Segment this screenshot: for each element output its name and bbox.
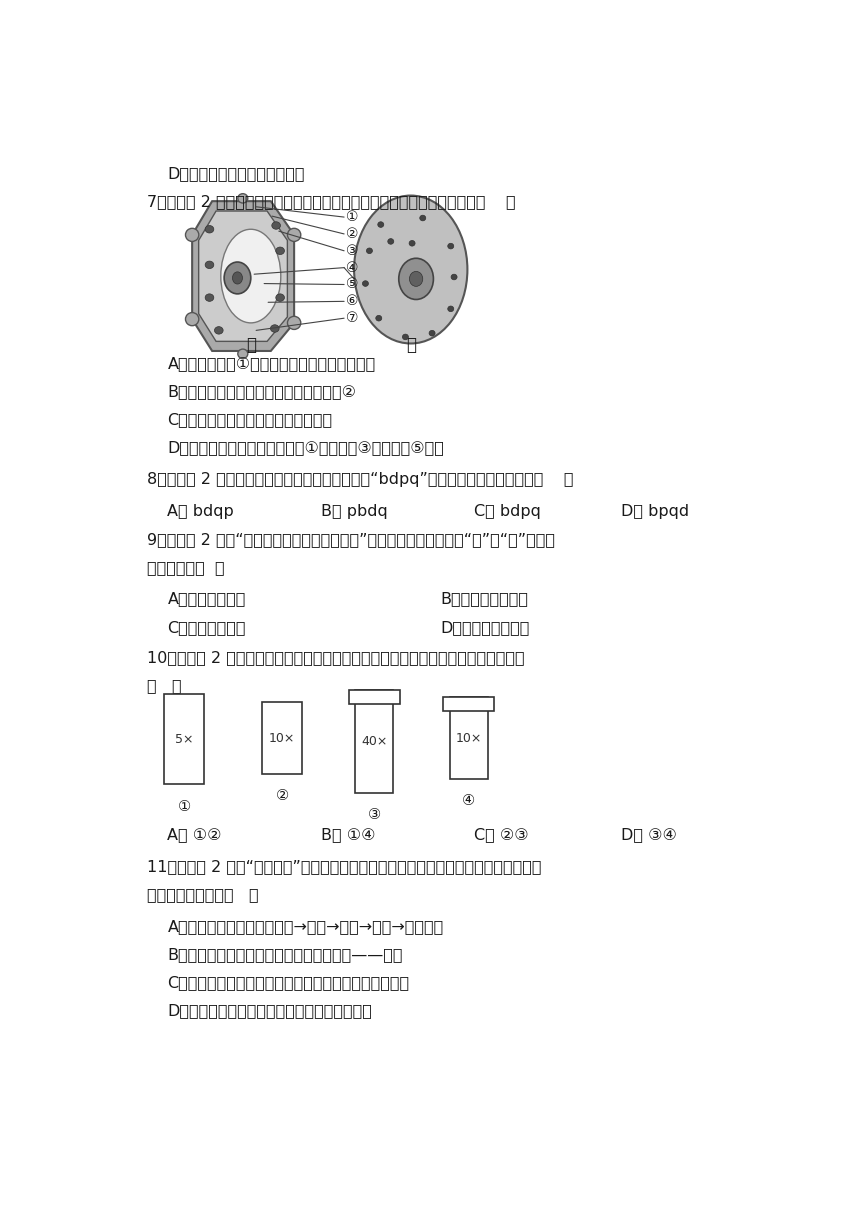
Ellipse shape [420,215,426,221]
Text: B．在光学显微镜下可以清楚的看到结构②: B．在光学显微镜下可以清楚的看到结构② [168,384,357,399]
Ellipse shape [206,294,214,302]
Text: A．梨树的结构层次是：细胞→组织→器官→系统→植物个体: A．梨树的结构层次是：细胞→组织→器官→系统→植物个体 [168,919,444,934]
Text: A． bdqp: A． bdqp [168,503,234,518]
Ellipse shape [452,274,457,280]
Ellipse shape [409,271,423,287]
Text: 10×: 10× [456,732,482,744]
Text: （   ）: （ ） [148,677,182,693]
Ellipse shape [238,349,248,359]
Ellipse shape [399,258,433,299]
Text: A．图甲中结构①的功能是保护和控制物质进出: A．图甲中结构①的功能是保护和控制物质进出 [168,355,376,371]
FancyBboxPatch shape [450,698,488,779]
Ellipse shape [354,196,468,343]
Ellipse shape [429,331,435,336]
Text: ②: ② [346,227,359,241]
Text: ④: ④ [346,260,359,275]
Text: 的叙述，正确的是（   ）: 的叙述，正确的是（ ） [148,888,259,902]
Text: D．人的四种组织是由卵细胞分裂、分化形成的: D．人的四种组织是由卵细胞分裂、分化形成的 [168,1003,372,1019]
FancyBboxPatch shape [444,698,494,711]
Ellipse shape [388,238,394,244]
Text: 5×: 5× [175,732,194,745]
Text: 细胞结构是（  ）: 细胞结构是（ ） [148,559,225,575]
Text: ④: ④ [462,793,476,807]
Text: 11．（本题 2 分）“孔融让梨”体现了中华民族的传统美德，下列关于人和梨树结构层次: 11．（本题 2 分）“孔融让梨”体现了中华民族的传统美德，下列关于人和梨树结构… [148,860,542,874]
Text: D．与乙相比，甲特有的结构是①细胞壁、③叶绻体、⑤液泡: D．与乙相比，甲特有的结构是①细胞壁、③叶绻体、⑤液泡 [168,440,445,455]
Text: A．叶绻体、液泡: A．叶绻体、液泡 [168,592,246,607]
Text: D．草原生态系统调节能力最强: D．草原生态系统调节能力最强 [168,167,305,181]
Ellipse shape [186,229,199,242]
FancyBboxPatch shape [164,693,204,784]
Ellipse shape [186,313,199,326]
Text: ③: ③ [346,243,359,258]
Ellipse shape [448,243,454,249]
Polygon shape [199,212,287,342]
Text: ①: ① [177,799,191,814]
Text: D． ③④: D． ③④ [621,828,677,843]
Text: D． bpqd: D． bpqd [621,503,689,518]
Ellipse shape [402,334,408,339]
Text: 甲: 甲 [246,336,255,354]
Ellipse shape [409,241,415,246]
Text: B． ①④: B． ①④ [321,828,375,843]
Text: C．梨树细胞分裂时形成新的细胞膜将细胞质分成两部分: C．梨树细胞分裂时形成新的细胞膜将细胞质分成两部分 [168,975,409,991]
Ellipse shape [270,325,280,332]
Ellipse shape [224,261,251,294]
Text: 10×: 10× [269,732,295,744]
Text: C． ②③: C． ②③ [474,828,529,843]
Text: B． pbdq: B． pbdq [321,503,388,518]
Ellipse shape [366,248,372,254]
FancyBboxPatch shape [262,702,302,775]
Text: 40×: 40× [361,734,387,748]
Text: C．图甲可表示洋葱鲞片叶内表皮细胞: C．图甲可表示洋葱鲞片叶内表皮细胞 [168,412,333,427]
Text: C．细胞质、液泡: C．细胞质、液泡 [168,620,246,635]
Text: ③: ③ [367,807,381,822]
Ellipse shape [214,327,223,334]
Text: 10．（本题 2 分）要想使视野中观察到的细胞数目最多，应选用的显微镜镜头组合是: 10．（本题 2 分）要想使视野中观察到的细胞数目最多，应选用的显微镜镜头组合是 [148,649,525,665]
Text: 8．（本题 2 分）小明在显微镜的视野中看到一个“bdpq”字，请问透明纸上写的是（    ）: 8．（本题 2 分）小明在显微镜的视野中看到一个“bdpq”字，请问透明纸上写的… [148,472,574,486]
Text: ①: ① [346,210,359,224]
FancyBboxPatch shape [348,689,400,704]
Ellipse shape [276,247,285,254]
Ellipse shape [287,316,301,330]
Text: 9．（本题 2 分）“知否、知否，应是绻肂红瘦”从生物学角度分析，与“绻”与“红”有关的: 9．（本题 2 分）“知否、知否，应是绻肂红瘦”从生物学角度分析，与“绻”与“红… [148,531,556,547]
Ellipse shape [362,281,368,287]
Ellipse shape [287,229,301,242]
Text: ②: ② [275,788,289,804]
Text: 7．（本题 2 分）如图是动、植物细胞结构模式图，下列有关叙述正确的是（    ）: 7．（本题 2 分）如图是动、植物细胞结构模式图，下列有关叙述正确的是（ ） [148,195,516,209]
Text: B．人的皮肤和梨树的花属于同一结构层次——器官: B．人的皮肤和梨树的花属于同一结构层次——器官 [168,947,403,962]
Text: ⑤: ⑤ [346,277,359,292]
Text: B．叶绻体、细胞质: B．叶绻体、细胞质 [440,592,529,607]
Ellipse shape [232,272,243,285]
Text: 乙: 乙 [406,336,415,354]
Text: ⑦: ⑦ [346,311,359,325]
Ellipse shape [448,306,454,311]
FancyBboxPatch shape [355,689,393,793]
Ellipse shape [272,221,280,230]
Ellipse shape [206,261,214,269]
Ellipse shape [238,193,248,203]
Text: C． bdpq: C． bdpq [474,503,541,518]
Ellipse shape [206,225,214,233]
Ellipse shape [376,315,382,321]
Text: D．细胞壁、细胞膜: D．细胞壁、细胞膜 [440,620,530,635]
Ellipse shape [378,221,384,227]
Text: A． ①②: A． ①② [168,828,222,843]
Ellipse shape [276,294,285,302]
Text: ⑥: ⑥ [346,294,359,309]
Polygon shape [192,201,294,351]
Ellipse shape [221,230,280,323]
